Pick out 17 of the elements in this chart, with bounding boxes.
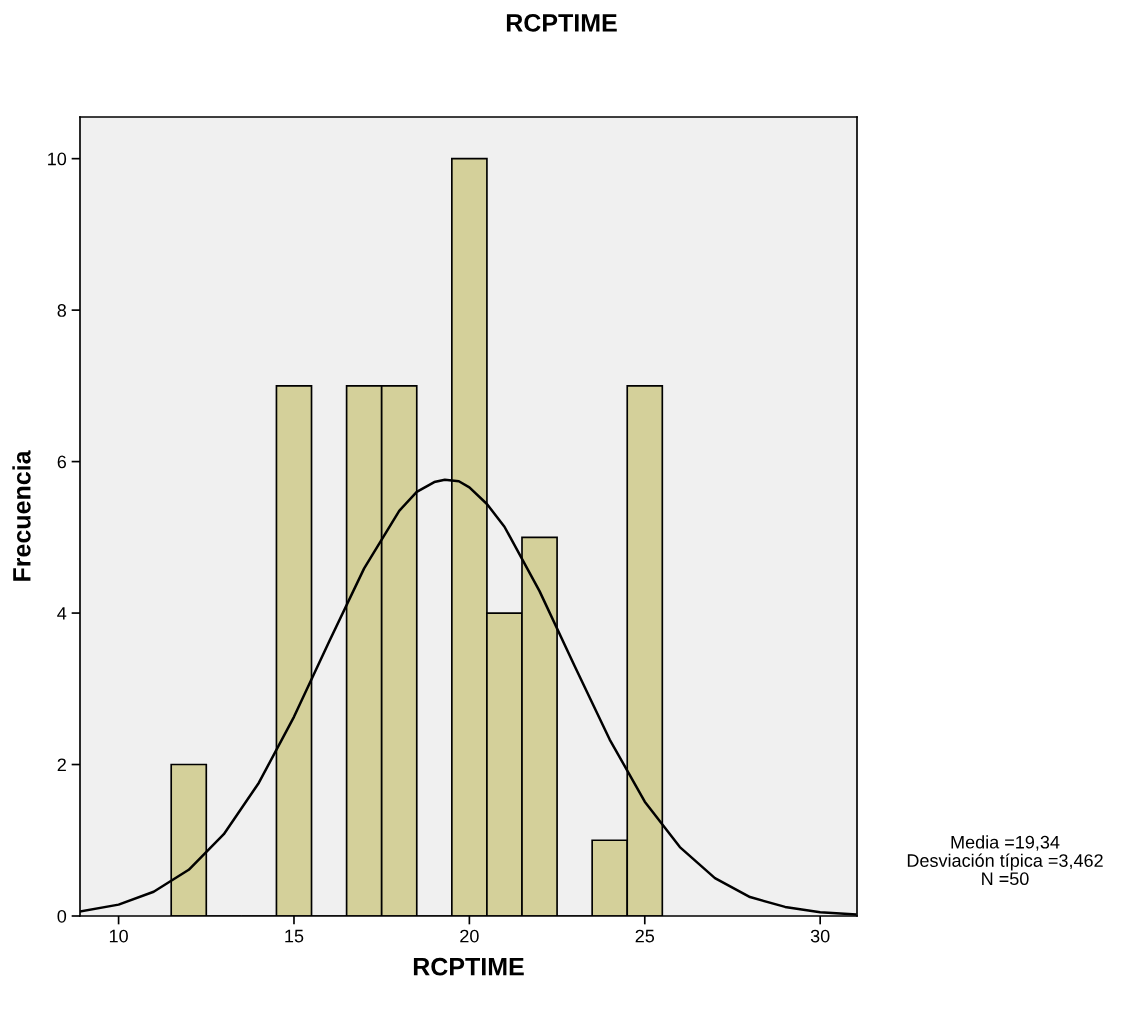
y-tick-label: 8 [57, 304, 67, 317]
y-axis-title: Frecuencia [12, 450, 31, 581]
y-tick-label: 2 [57, 758, 66, 772]
y-tick-label: 0 [57, 909, 67, 923]
y-tick-label: 10 [48, 152, 67, 166]
x-tick-label: 25 [635, 929, 655, 943]
text: Media =19,34 [951, 835, 1060, 851]
y-tick-label: 4 [57, 607, 67, 620]
x-tick-label: 30 [810, 929, 830, 943]
chart-title: RCPTIME [506, 14, 617, 32]
x-axis-title: RCPTIME [413, 957, 524, 976]
x-tick-label: 15 [285, 929, 304, 943]
text: Desviación típica =3,462 [907, 853, 1103, 871]
text: N =50 [982, 872, 1029, 886]
x-tick-label: 20 [460, 929, 479, 943]
x-tick-label: 10 [109, 929, 128, 943]
y-tick-label: 6 [57, 455, 67, 469]
